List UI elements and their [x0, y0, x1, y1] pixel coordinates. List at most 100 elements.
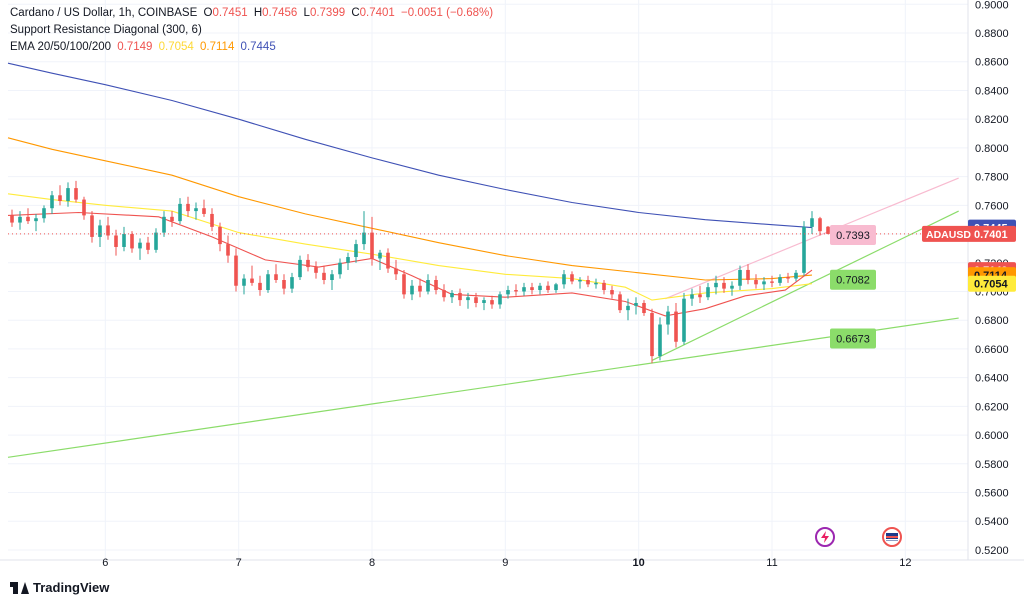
time-axis[interactable]: 6 7 8 9 10 11 12 [0, 557, 1024, 569]
candle [346, 252, 350, 270]
candle-body [634, 302, 638, 306]
candle-body [410, 285, 414, 295]
candle-body [730, 285, 734, 289]
candle [546, 281, 550, 293]
ema200-line [7, 62, 813, 229]
candle-body [578, 280, 582, 282]
candle [90, 211, 94, 243]
candle [522, 282, 526, 296]
candle-body [610, 290, 614, 295]
x-tick-label: 7 [236, 557, 242, 569]
tradingview-logo-icon [10, 581, 29, 594]
legend-indicator-ema[interactable]: EMA 20/50/100/200 0.7149 0.7054 0.7114 0… [10, 39, 496, 56]
candle-body [650, 313, 654, 357]
y-tick-label: 0.8000 [975, 143, 1009, 155]
candle-body [282, 280, 286, 289]
calendar-flag-icon[interactable] [882, 527, 902, 547]
y-tick-label: 0.5400 [975, 516, 1009, 528]
candle-body [10, 215, 14, 223]
candle-body [546, 285, 550, 291]
candle-body [162, 216, 166, 233]
ema20-line [7, 211, 813, 317]
ema-lines [7, 62, 813, 317]
ema100-value: 0.7114 [200, 41, 235, 53]
candle [570, 271, 574, 285]
candle-body [386, 252, 390, 269]
candle [426, 274, 430, 295]
x-tick-label: 8 [369, 557, 375, 569]
ohlc-low: L0.7399 [303, 7, 346, 19]
candle [42, 205, 46, 223]
candle [250, 265, 254, 286]
level-callout-box [830, 328, 876, 349]
candle [58, 185, 62, 206]
candle-body [42, 208, 46, 219]
candle [554, 282, 558, 293]
candle-body [322, 272, 326, 280]
candle-body [274, 274, 278, 280]
candle [602, 280, 606, 295]
candle [402, 269, 406, 299]
brand-name: TradingView [33, 580, 110, 595]
candle-body [490, 300, 494, 305]
legend-indicator-sr[interactable]: Support Resistance Diagonal (300, 6) [10, 22, 496, 39]
candle-body [682, 298, 686, 342]
candle [74, 180, 78, 203]
candle [714, 275, 718, 295]
candle [186, 196, 190, 217]
candle [122, 226, 126, 252]
candle-body [138, 242, 142, 249]
candle-body [394, 268, 398, 275]
candle-body [378, 252, 382, 259]
candle [690, 288, 694, 306]
candle-body [658, 324, 662, 357]
symbol-title[interactable]: Cardano / US Dollar, 1h, COINBASE [10, 7, 198, 19]
candle [786, 272, 790, 283]
candle [746, 264, 750, 285]
candle [658, 317, 662, 361]
candle-body [554, 284, 558, 291]
ema20-value: 0.7149 [117, 41, 153, 53]
candle [434, 275, 438, 295]
candle [138, 238, 142, 260]
price-axis[interactable]: 0.9000 0.8800 0.8600 0.8400 0.8200 0.8000 0.78… [967, 0, 1009, 560]
candle [194, 202, 198, 220]
candle-body [706, 287, 710, 298]
candle-body [50, 195, 54, 209]
candle [282, 274, 286, 295]
candle-body [482, 300, 486, 303]
y-tick-label: 0.5200 [975, 545, 1009, 557]
x-tick-label: 12 [899, 557, 911, 569]
candle-body [418, 285, 422, 292]
candle-body [146, 242, 150, 250]
candle [410, 280, 414, 301]
candle-body [362, 232, 366, 245]
candle [162, 211, 166, 237]
candle [298, 255, 302, 280]
candle [202, 199, 206, 217]
axis-price-label-box [968, 275, 1016, 292]
candle-body [826, 226, 830, 234]
candle-body [594, 282, 598, 285]
price-change: −0.0051 (−0.68%) [401, 7, 494, 19]
y-tick-label: 0.6600 [975, 344, 1009, 356]
candle-body [106, 225, 110, 236]
candle-body [522, 287, 526, 292]
candle-body [562, 274, 566, 285]
tradingview-logo[interactable]: TradingView [10, 580, 109, 595]
y-tick-label: 0.8200 [975, 114, 1009, 126]
candle-body [266, 274, 270, 291]
level-callout-text: 0.6673 [836, 333, 870, 345]
candle [650, 308, 654, 364]
axis-symbol-name: ADAUSD [926, 229, 971, 241]
y-tick-label: 0.7600 [975, 200, 1009, 212]
candle [106, 216, 110, 240]
ema200-value: 0.7445 [240, 41, 276, 53]
candle-body [66, 188, 70, 202]
lightning-icon[interactable] [815, 527, 835, 547]
y-tick-label: 0.8800 [975, 28, 1009, 40]
axis-price-label-text: 0.7054 [974, 279, 1009, 291]
chart-grid [8, 0, 968, 560]
candle-body [18, 216, 22, 223]
